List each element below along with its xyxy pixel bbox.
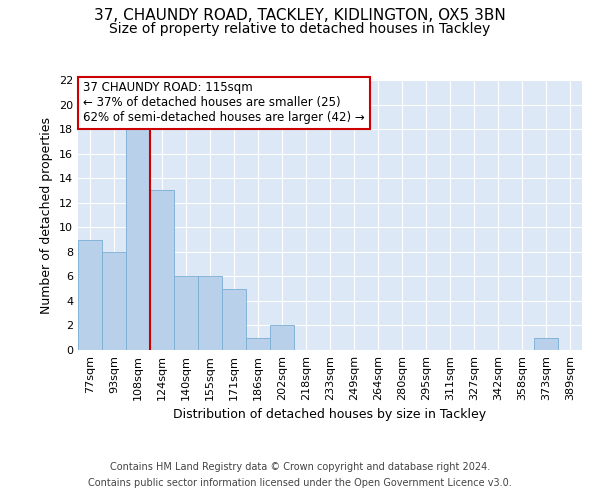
Text: Contains HM Land Registry data © Crown copyright and database right 2024.: Contains HM Land Registry data © Crown c… <box>110 462 490 472</box>
Bar <box>102 252 126 350</box>
Bar <box>198 276 222 350</box>
Y-axis label: Number of detached properties: Number of detached properties <box>40 116 53 314</box>
Text: 37 CHAUNDY ROAD: 115sqm
← 37% of detached houses are smaller (25)
62% of semi-de: 37 CHAUNDY ROAD: 115sqm ← 37% of detache… <box>83 82 365 124</box>
Bar <box>78 240 102 350</box>
Bar <box>150 190 174 350</box>
Bar <box>222 288 246 350</box>
Text: Size of property relative to detached houses in Tackley: Size of property relative to detached ho… <box>109 22 491 36</box>
Text: Contains public sector information licensed under the Open Government Licence v3: Contains public sector information licen… <box>88 478 512 488</box>
Bar <box>534 338 558 350</box>
X-axis label: Distribution of detached houses by size in Tackley: Distribution of detached houses by size … <box>173 408 487 422</box>
Bar <box>174 276 198 350</box>
Bar <box>126 129 150 350</box>
Bar <box>270 326 294 350</box>
Text: 37, CHAUNDY ROAD, TACKLEY, KIDLINGTON, OX5 3BN: 37, CHAUNDY ROAD, TACKLEY, KIDLINGTON, O… <box>94 8 506 22</box>
Bar <box>246 338 270 350</box>
